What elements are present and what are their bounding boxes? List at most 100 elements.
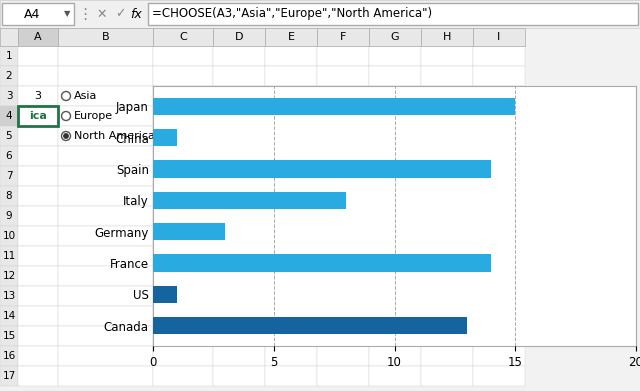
Bar [18,346,58,366]
Bar [153,317,467,334]
Text: Asia: Asia [74,91,97,101]
Bar [473,306,525,326]
Bar [153,366,213,386]
Bar [369,146,421,166]
Text: ✓: ✓ [115,7,125,20]
Bar [18,46,58,66]
Bar [153,346,213,366]
Bar [18,146,58,166]
Text: 14: 14 [3,311,15,321]
Text: 17: 17 [3,371,15,381]
Bar [421,266,473,286]
Bar [369,186,421,206]
Bar [317,86,369,106]
Bar [0,226,18,246]
Bar [473,126,525,146]
Bar [369,346,421,366]
Text: ▼: ▼ [64,9,70,18]
Bar [0,246,18,266]
Text: 10: 10 [3,231,15,241]
Bar [317,226,369,246]
Bar [421,126,473,146]
Text: D: D [235,32,243,42]
Bar [0,186,18,206]
Bar [153,160,491,178]
Bar [213,46,265,66]
Bar [473,266,525,286]
Bar [18,286,58,306]
Bar [265,286,317,306]
Bar [213,286,265,306]
Bar [0,266,18,286]
Bar [265,306,317,326]
Bar [213,86,265,106]
Bar [473,86,525,106]
Text: A4: A4 [24,7,40,20]
Bar [18,186,58,206]
Bar [317,186,369,206]
Bar [58,226,153,246]
Bar [421,306,473,326]
Bar [18,126,58,146]
Bar [265,226,317,246]
Bar [317,106,369,126]
Text: 4: 4 [6,111,12,121]
Text: 16: 16 [3,351,15,361]
Text: 2: 2 [6,71,12,81]
Bar [58,28,153,46]
Text: 9: 9 [6,211,12,221]
Bar [153,326,213,346]
Text: F: F [340,32,346,42]
Bar [18,266,58,286]
Text: 3: 3 [35,91,42,101]
Bar [213,346,265,366]
Bar [153,286,213,306]
Bar [58,286,153,306]
Bar [58,186,153,206]
Bar [213,366,265,386]
Bar [473,206,525,226]
Bar [58,106,153,126]
Bar [421,286,473,306]
Bar [153,186,213,206]
Bar [0,86,18,106]
Bar [421,186,473,206]
Bar [0,126,18,146]
Bar [369,28,421,46]
Text: ica: ica [29,111,47,121]
Bar [18,66,58,86]
Bar [213,226,265,246]
Bar [18,28,58,46]
Bar [58,246,153,266]
Bar [369,326,421,346]
Bar [421,366,473,386]
Bar [213,146,265,166]
Bar [153,86,213,106]
Bar [0,0,640,28]
Circle shape [64,134,68,138]
Bar [0,66,18,86]
Bar [213,206,265,226]
Text: 12: 12 [3,271,15,281]
Bar [58,146,153,166]
Bar [213,306,265,326]
Bar [58,306,153,326]
Text: 5: 5 [6,131,12,141]
Bar [153,129,177,146]
Bar [317,66,369,86]
Bar [421,226,473,246]
Bar [213,246,265,266]
Text: 8: 8 [6,191,12,201]
Text: B: B [102,32,109,42]
Bar [473,326,525,346]
Bar [265,326,317,346]
Bar [213,326,265,346]
Text: Europe: Europe [74,111,113,121]
Bar [265,146,317,166]
Text: C: C [179,32,187,42]
Text: ⋮: ⋮ [77,7,93,22]
Bar [153,206,213,226]
Bar [473,146,525,166]
Bar [0,146,18,166]
Text: =CHOOSE(A3,"Asia","Europe","North America"): =CHOOSE(A3,"Asia","Europe","North Americ… [152,7,432,20]
